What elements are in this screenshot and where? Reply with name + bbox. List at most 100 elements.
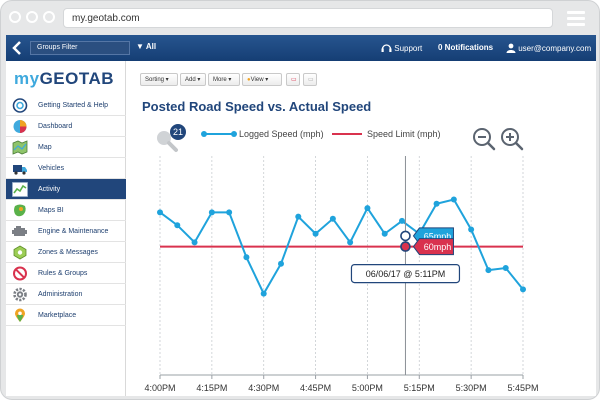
chart-grid bbox=[159, 156, 524, 375]
chart-title: Posted Road Speed vs. Actual Speed bbox=[142, 99, 372, 114]
view-icon: ● bbox=[247, 77, 251, 83]
logged-speed-point[interactable] bbox=[208, 209, 215, 216]
sidebar-item-maps-bi[interactable]: Maps BI bbox=[6, 200, 126, 221]
logged-speed-point[interactable] bbox=[450, 196, 457, 203]
x-tick-label: 4:15PM bbox=[196, 383, 227, 393]
user-icon bbox=[506, 43, 516, 53]
speed-chart: 21 Logged Speed (mph) Speed Limit (mph) bbox=[144, 124, 539, 393]
export-pdf-icon[interactable]: ▭ bbox=[286, 73, 300, 86]
x-tick-label: 4:45PM bbox=[300, 383, 331, 393]
sidebar-item-activity[interactable]: Activity bbox=[6, 179, 126, 200]
logged-speed-point[interactable] bbox=[312, 230, 319, 237]
notifications-link[interactable]: 0 Notifications bbox=[438, 43, 494, 52]
position-count-badge: 21 bbox=[170, 124, 186, 140]
logged-speed-point[interactable] bbox=[485, 267, 492, 274]
address-bar[interactable]: my.geotab.com bbox=[63, 8, 553, 28]
engine-icon bbox=[12, 226, 27, 236]
x-tick-label: 4:30PM bbox=[248, 383, 279, 393]
user-menu[interactable]: user@company.com bbox=[506, 43, 591, 53]
back-arrow-icon[interactable] bbox=[10, 40, 24, 56]
logged-speed-point[interactable] bbox=[329, 215, 336, 222]
logged-speed-point[interactable] bbox=[364, 205, 371, 212]
speed-limit-tooltip: 60mph bbox=[412, 238, 454, 256]
groups-filter-input[interactable]: Groups Filter bbox=[30, 41, 130, 55]
legend-speed-limit[interactable]: Speed Limit (mph) bbox=[332, 129, 441, 139]
logged-speed-value: 65mph bbox=[424, 231, 452, 241]
logged-speed-point[interactable] bbox=[191, 239, 198, 246]
cursor-limit-point bbox=[400, 241, 411, 252]
hamburger-menu-icon[interactable] bbox=[567, 11, 585, 29]
zones-icon bbox=[13, 245, 27, 260]
logged-speed-point[interactable] bbox=[226, 209, 233, 216]
window-minimize-dot[interactable] bbox=[26, 11, 38, 23]
legend-speed-limit-label: Speed Limit (mph) bbox=[367, 129, 441, 139]
user-email: user@company.com bbox=[518, 44, 592, 53]
pie-chart-icon bbox=[13, 120, 27, 133]
legend-logged-speed-label: Logged Speed (mph) bbox=[239, 129, 324, 139]
legend-logged-speed[interactable]: Logged Speed (mph) bbox=[201, 129, 324, 139]
support-label: Support bbox=[394, 44, 423, 53]
all-label: All bbox=[145, 42, 157, 51]
headset-icon bbox=[381, 44, 392, 52]
timestamp-value: 06/06/17 @ 5:11PM bbox=[366, 269, 446, 279]
support-link[interactable]: Support bbox=[381, 43, 422, 53]
x-axis-ticks: 4:00PM 4:15PM 4:30PM 4:45PM 5:00PM 5:15PM 5:30… bbox=[144, 374, 539, 393]
chevron-down-icon: ▼ bbox=[136, 42, 146, 51]
sidebar-item-rules-groups[interactable]: Rules & Groups bbox=[6, 263, 126, 284]
sidebar-item-administration[interactable]: Administration bbox=[6, 284, 126, 305]
search-icon[interactable] bbox=[157, 131, 178, 152]
gear-icon bbox=[13, 287, 27, 302]
zoom-out-icon[interactable] bbox=[473, 128, 496, 151]
sidebar-item-marketplace[interactable]: Marketplace bbox=[6, 305, 126, 326]
truck-icon bbox=[13, 165, 27, 175]
logged-speed-point[interactable] bbox=[381, 230, 388, 237]
main-content: Sorting ▾ Add ▾ More ▾ ●View ▾ ▭ ▭ Poste… bbox=[126, 61, 596, 396]
sidebar-item-engine-maintenance[interactable]: Engine & Maintenance bbox=[6, 221, 126, 242]
geotab-logo[interactable]: myGEOTAB bbox=[14, 69, 115, 88]
logged-speed-point[interactable] bbox=[347, 239, 354, 246]
logged-speed-point[interactable] bbox=[468, 226, 475, 233]
sidebar-item-vehicles[interactable]: Vehicles bbox=[6, 158, 126, 179]
logged-speed-point[interactable] bbox=[502, 265, 509, 271]
sidebar: myGEOTAB Getting Started & Help Dashboar… bbox=[6, 61, 126, 396]
marketplace-pin-icon bbox=[15, 308, 25, 322]
logged-speed-point[interactable] bbox=[278, 260, 284, 267]
browser-chrome: my.geotab.com bbox=[1, 1, 599, 35]
logged-speed-point[interactable] bbox=[260, 290, 267, 297]
cursor-logged-point bbox=[400, 230, 411, 242]
window-close-dot[interactable] bbox=[9, 11, 21, 23]
sidebar-item-getting-started[interactable]: Getting Started & Help bbox=[6, 95, 126, 116]
top-navbar: Groups Filter ▼ All Support 0 Notificati… bbox=[6, 35, 596, 61]
maps-bi-icon bbox=[14, 204, 26, 217]
x-tick-label: 4:00PM bbox=[144, 383, 175, 393]
sidebar-item-dashboard[interactable]: Dashboard bbox=[6, 116, 126, 137]
window-maximize-dot[interactable] bbox=[43, 11, 55, 23]
x-tick-label: 5:30PM bbox=[456, 383, 487, 393]
x-tick-label: 5:00PM bbox=[352, 383, 383, 393]
logged-speed-point[interactable] bbox=[157, 209, 163, 216]
x-tick-label: 5:45PM bbox=[507, 383, 538, 393]
logged-speed-point[interactable] bbox=[243, 254, 250, 261]
help-icon bbox=[12, 98, 28, 113]
more-button[interactable]: More ▾ bbox=[208, 73, 240, 86]
print-icon[interactable]: ▭ bbox=[303, 73, 317, 86]
sidebar-item-zones-messages[interactable]: Zones & Messages bbox=[6, 242, 126, 263]
logged-speed-line bbox=[159, 198, 524, 296]
logged-speed-point[interactable] bbox=[520, 286, 526, 293]
x-tick-label: 5:15PM bbox=[404, 383, 435, 393]
logged-speed-point[interactable] bbox=[399, 217, 405, 224]
add-button[interactable]: Add ▾ bbox=[180, 73, 206, 86]
zoom-in-icon[interactable] bbox=[501, 128, 524, 151]
view-button[interactable]: ●View ▾ bbox=[242, 73, 282, 86]
svg-text:21: 21 bbox=[173, 127, 183, 137]
logged-speed-point[interactable] bbox=[433, 200, 440, 207]
logged-speed-point[interactable] bbox=[174, 222, 181, 229]
sidebar-item-map[interactable]: Map bbox=[6, 137, 126, 158]
groups-dropdown[interactable]: ▼ All bbox=[136, 42, 156, 51]
sorting-button[interactable]: Sorting ▾ bbox=[140, 73, 178, 86]
logged-speed-point[interactable] bbox=[295, 213, 302, 220]
plot-area bbox=[157, 196, 526, 297]
speed-limit-value: 60mph bbox=[424, 242, 452, 252]
